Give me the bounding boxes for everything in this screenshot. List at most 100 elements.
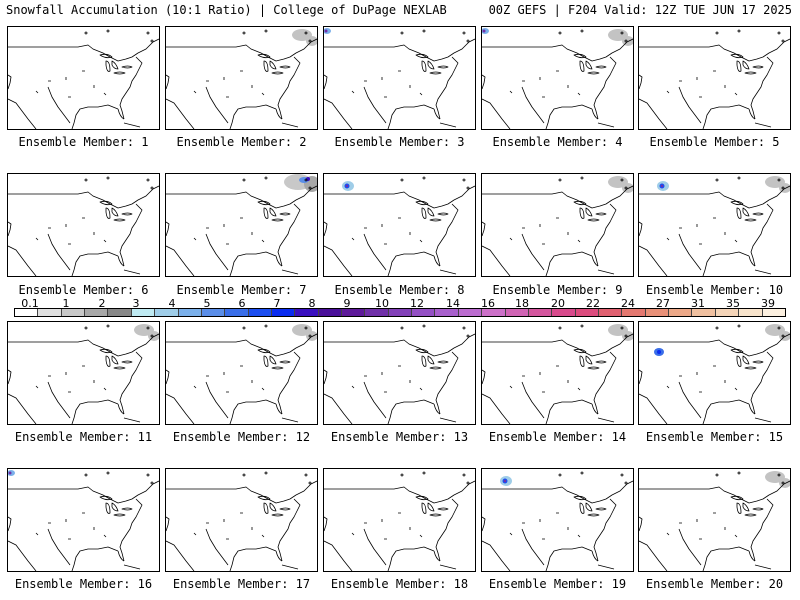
colorbar-swatch [225, 309, 249, 316]
ensemble-member-map [323, 321, 476, 425]
ensemble-member-map [638, 26, 791, 130]
colorbar-swatch [271, 309, 296, 316]
ensemble-member-label: Ensemble Member: 16 [14, 577, 153, 591]
colorbar-swatch [131, 309, 156, 316]
colorbar-swatch [61, 309, 86, 316]
ensemble-member-map [638, 468, 791, 572]
ensemble-member-label: Ensemble Member: 12 [172, 430, 311, 444]
conus-basemap [166, 471, 317, 571]
colorbar-tick-label: 1 [62, 297, 70, 310]
conus-basemap [639, 29, 790, 129]
conus-basemap [482, 471, 633, 571]
ensemble-member-map [481, 26, 634, 130]
snowfall-colorbar [14, 308, 786, 317]
colorbar-tick-label: 3 [132, 297, 140, 310]
colorbar-tick-label: 27 [656, 297, 670, 310]
colorbar-swatch [388, 309, 413, 316]
colorbar-tick-label: 7 [273, 297, 281, 310]
colorbar-swatch [505, 309, 529, 316]
ensemble-member-label: Ensemble Member: 1 [18, 135, 149, 149]
ensemble-member-label: Ensemble Member: 6 [18, 283, 149, 297]
ensemble-member-map [323, 26, 476, 130]
colorbar-tick-label: 10 [375, 297, 389, 310]
colorbar-swatch [155, 309, 179, 316]
colorbar-swatch [248, 309, 272, 316]
conus-basemap [639, 324, 790, 424]
colorbar-swatch [552, 309, 576, 316]
colorbar-tick-label: 39 [761, 297, 775, 310]
colorbar-swatch [575, 309, 599, 316]
ensemble-member-map [323, 173, 476, 277]
colorbar-tick-label: 24 [621, 297, 635, 310]
run-valid-time: 00Z GEFS | F204 Valid: 12Z TUE JUN 17 20… [488, 3, 792, 17]
colorbar-swatch [318, 309, 343, 316]
colorbar-swatch [435, 309, 459, 316]
ensemble-member-label: Ensemble Member: 17 [172, 577, 311, 591]
colorbar-tick-label: 4 [168, 297, 176, 310]
colorbar-tick-label: 8 [308, 297, 316, 310]
ensemble-member-label: Ensemble Member: 18 [330, 577, 469, 591]
conus-basemap [8, 176, 159, 276]
conus-basemap [8, 29, 159, 129]
ensemble-member-map [7, 321, 160, 425]
ensemble-member-map [165, 26, 318, 130]
colorbar-tick-label: 16 [481, 297, 495, 310]
colorbar-swatch [692, 309, 716, 316]
ensemble-member-map [481, 468, 634, 572]
colorbar-swatch [108, 309, 132, 316]
map-title: Snowfall Accumulation (10:1 Ratio) | Col… [6, 3, 447, 17]
ensemble-member-label: Ensemble Member: 9 [492, 283, 623, 297]
colorbar-tick-label: 22 [586, 297, 600, 310]
colorbar-swatch [458, 309, 483, 316]
colorbar-swatch [669, 309, 693, 316]
colorbar-tick-label: 6 [238, 297, 246, 310]
colorbar-swatch [598, 309, 623, 316]
conus-basemap [166, 324, 317, 424]
ensemble-member-label: Ensemble Member: 2 [176, 135, 307, 149]
colorbar-swatch [715, 309, 740, 316]
colorbar-swatch [622, 309, 646, 316]
ensemble-member-map [7, 173, 160, 277]
colorbar-swatch [482, 309, 506, 316]
colorbar-swatch [15, 309, 39, 316]
colorbar-swatch [201, 309, 226, 316]
colorbar-tick-label: 20 [551, 297, 565, 310]
ensemble-member-map [165, 321, 318, 425]
colorbar-swatch [342, 309, 366, 316]
colorbar-swatch [85, 309, 109, 316]
conus-basemap [482, 176, 633, 276]
ensemble-member-label: Ensemble Member: 8 [334, 283, 465, 297]
colorbar-swatch [295, 309, 319, 316]
ensemble-member-map [7, 26, 160, 130]
ensemble-member-map [165, 173, 318, 277]
colorbar-swatch [739, 309, 763, 316]
colorbar-tick-label: 12 [410, 297, 424, 310]
conus-basemap [324, 176, 475, 276]
conus-basemap [166, 29, 317, 129]
ensemble-member-label: Ensemble Member: 15 [645, 430, 784, 444]
conus-basemap [482, 28, 633, 129]
conus-basemap [8, 324, 159, 424]
ensemble-member-map [481, 321, 634, 425]
ensemble-member-map [638, 173, 791, 277]
ensemble-member-label: Ensemble Member: 11 [14, 430, 153, 444]
ensemble-member-label: Ensemble Member: 7 [176, 283, 307, 297]
ensemble-member-map [323, 468, 476, 572]
conus-basemap [482, 324, 633, 424]
colorbar-swatch [178, 309, 202, 316]
colorbar-tick-label: 0.1 [21, 297, 39, 310]
ensemble-member-map [481, 173, 634, 277]
colorbar-swatch [645, 309, 670, 316]
ensemble-member-label: Ensemble Member: 5 [649, 135, 780, 149]
colorbar-swatch [38, 309, 62, 316]
ensemble-member-label: Ensemble Member: 3 [334, 135, 465, 149]
conus-basemap [8, 470, 159, 571]
colorbar-tick-label: 14 [446, 297, 460, 310]
colorbar-tick-label: 35 [726, 297, 740, 310]
ensemble-member-label: Ensemble Member: 4 [492, 135, 623, 149]
ensemble-member-label: Ensemble Member: 10 [645, 283, 784, 297]
colorbar-tick-label: 31 [691, 297, 705, 310]
conus-basemap [639, 176, 790, 276]
ensemble-member-map [7, 468, 160, 572]
colorbar-tick-label: 18 [515, 297, 529, 310]
